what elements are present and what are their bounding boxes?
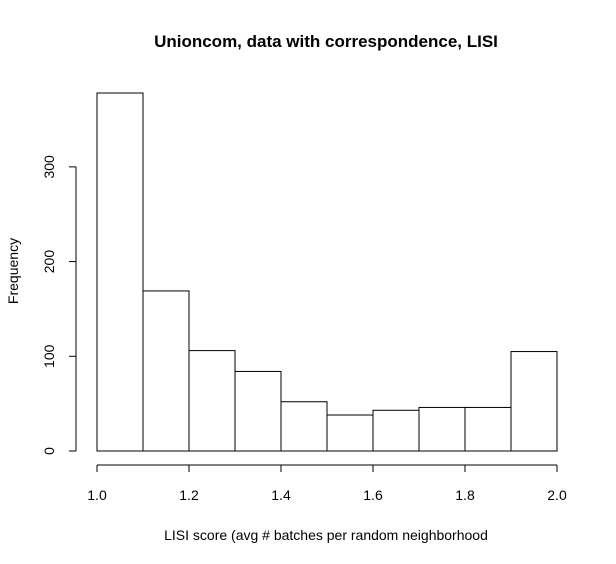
y-axis-label: Frequency [5, 238, 21, 304]
y-axis-tick-label: 300 [41, 155, 57, 179]
histogram-bar [96, 92, 144, 452]
histogram-bar [142, 290, 190, 452]
y-axis-tick-label: 0 [41, 447, 57, 455]
x-axis-ticks: 1.0 1.2 1.4 1.6 1.8 2.0 [87, 465, 567, 503]
x-axis-tick-label: 1.2 [179, 487, 199, 503]
x-axis-tick-label: 2.0 [547, 487, 567, 503]
histogram-bar [234, 370, 282, 452]
x-axis-tick-label: 1.8 [455, 487, 475, 503]
x-axis-tick-label: 1.0 [87, 487, 107, 503]
chart-title: Unioncom, data with correspondence, LISI [154, 32, 498, 51]
y-axis-ticks: 0 100 200 300 [41, 155, 76, 455]
histogram-bar [464, 406, 512, 452]
histogram-bar [418, 406, 466, 452]
histogram-bar [280, 401, 328, 452]
histogram-bar [188, 350, 236, 452]
x-axis-tick-label: 1.4 [271, 487, 291, 503]
x-axis-label: LISI score (avg # batches per random nei… [164, 527, 488, 543]
x-axis-tick-label: 1.6 [363, 487, 383, 503]
histogram-bars [96, 92, 558, 452]
y-axis-tick-label: 100 [41, 344, 57, 368]
y-axis-tick-label: 200 [41, 250, 57, 274]
histogram-bar [372, 409, 420, 452]
histogram-bar [326, 414, 374, 452]
histogram-bar [510, 351, 558, 452]
